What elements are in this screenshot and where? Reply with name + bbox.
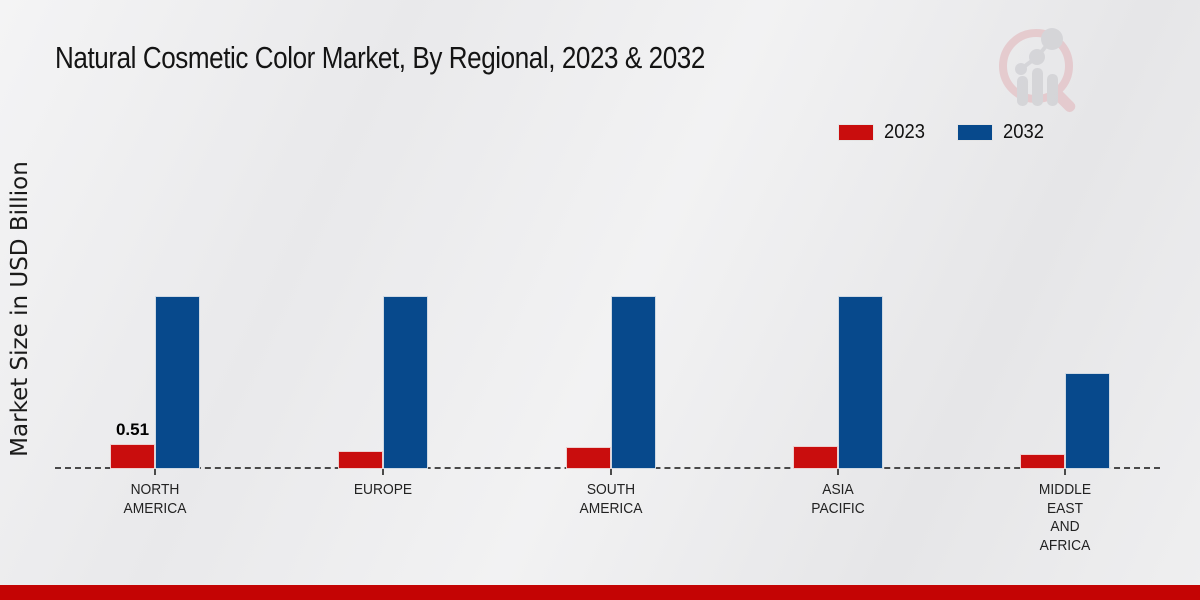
bar-2023-south-america [566, 447, 611, 469]
bar-2023-europe [338, 451, 383, 469]
legend: 2023 2032 [838, 121, 1047, 144]
legend-item-2023: 2023 [838, 121, 929, 144]
x-axis-tick-south-america [610, 469, 612, 475]
category-label-europe: EUROPE [353, 481, 413, 498]
x-axis-tick-north-america [154, 469, 156, 475]
legend-swatch-2032 [956, 124, 993, 141]
bar-2032-europe [383, 296, 428, 469]
bar-2032-south-america [611, 296, 656, 469]
bar-chart-glyph [1015, 28, 1063, 106]
bar-2032-asia-pacific [838, 296, 883, 469]
legend-swatch-2023 [838, 124, 874, 141]
category-label-middle-east-and-africa: MIDDLE EAST AND AFRICA [1038, 481, 1092, 554]
legend-item-2032: 2032 [956, 121, 1048, 144]
x-axis-tick-middle-east-and-africa [1064, 469, 1066, 475]
value-label-2023-north-america: 0.51 [115, 420, 150, 439]
x-axis-tick-asia-pacific [837, 469, 839, 475]
company-logo-watermark [999, 28, 1076, 113]
bar-2032-middle-east-and-africa [1065, 373, 1110, 469]
legend-label-2023: 2023 [884, 121, 925, 143]
bar-2023-middle-east-and-africa [1020, 454, 1065, 469]
chart-title: Natural Cosmetic Color Market, By Region… [55, 40, 705, 75]
legend-label-2032: 2032 [1002, 121, 1044, 143]
x-axis-tick-europe [382, 469, 384, 475]
bar-2023-north-america [110, 444, 155, 469]
bar-2023-asia-pacific [793, 446, 838, 469]
bar-2032-north-america [155, 296, 200, 469]
category-label-south-america: SOUTH AMERICA [579, 481, 643, 517]
category-label-north-america: NORTH AMERICA [123, 481, 187, 517]
bottom-red-strip [0, 585, 1200, 600]
category-label-asia-pacific: ASIA PACIFIC [811, 481, 865, 517]
